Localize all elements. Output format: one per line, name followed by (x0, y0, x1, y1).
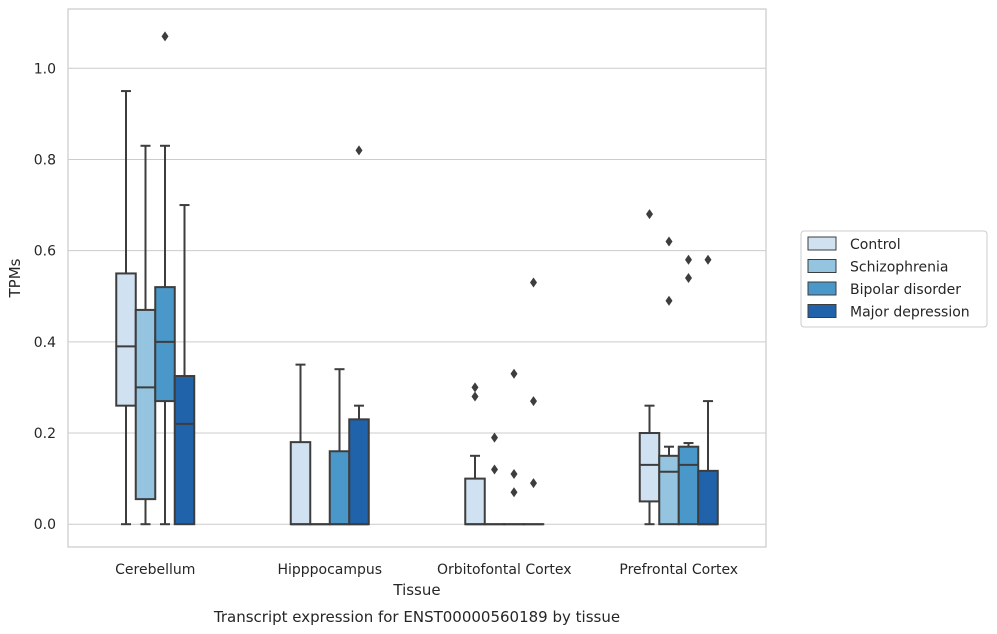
legend-label: Major depression (850, 305, 970, 321)
box-body (134, 308, 157, 501)
outlier-point (685, 273, 692, 283)
box-1-0 (289, 363, 312, 526)
y-axis-label: TPMs (6, 258, 24, 298)
box-2-1 (483, 432, 506, 526)
x-tick-labels: Cerebellum Hipppocampus Orbitofontal Corte… (115, 562, 738, 578)
x-tick-label: Cerebellum (115, 562, 195, 578)
y-tick-label: 0.0 (34, 517, 56, 533)
box-3-3 (697, 254, 719, 526)
box-0-1 (134, 144, 157, 526)
box-body (154, 286, 176, 403)
x-tick-label: Prefrontal Cortex (619, 562, 738, 578)
legend: Control Schizophrenia Bipolar disorder Majo… (800, 230, 988, 328)
outlier-point (161, 31, 169, 42)
outlier-point (510, 469, 518, 480)
legend-swatch (807, 236, 837, 251)
outlier-point (510, 368, 518, 379)
x-tick-label: Orbitofontal Cortex (437, 562, 572, 578)
outlier-point (530, 396, 537, 407)
box-body (173, 375, 196, 526)
outlier-point (355, 145, 363, 156)
outlier-point (491, 464, 498, 475)
y-tick-label: 0.2 (34, 426, 56, 442)
outlier-point (471, 382, 479, 393)
box-2-0 (464, 382, 486, 526)
y-tick-label: 0.4 (34, 335, 56, 351)
box-body (658, 454, 680, 526)
x-tick-label: Hipppocampus (277, 562, 382, 578)
box-0-2 (154, 31, 176, 526)
legend-frame (800, 230, 988, 328)
outlier-point (665, 295, 673, 306)
box-1-3 (348, 145, 370, 526)
outlier-point (471, 391, 479, 402)
box-series (115, 31, 719, 526)
outlier-point (685, 254, 692, 265)
legend-label: Control (850, 237, 901, 253)
y-tick-label: 0.6 (34, 244, 56, 260)
y-tick-label: 1.0 (34, 61, 56, 77)
box-0-0 (115, 90, 137, 526)
outlier-point (665, 236, 673, 247)
legend-label: Bipolar disorder (850, 282, 961, 298)
box-0-3 (173, 204, 196, 526)
box-body (115, 272, 137, 407)
box-2-2 (503, 368, 525, 526)
legend-swatch (807, 281, 837, 296)
box-body (677, 445, 700, 526)
outlier-point (510, 487, 518, 498)
box-3-2 (677, 254, 700, 526)
box-3-0 (638, 209, 661, 526)
legend-swatch (807, 304, 837, 318)
legend-label: Schizophrenia (850, 260, 948, 276)
box-2-3 (522, 277, 545, 526)
box-3-1 (658, 236, 680, 526)
legend-swatch (807, 259, 837, 273)
outlier-point (530, 478, 537, 489)
outlier-point (704, 254, 712, 265)
box-1-2 (328, 368, 351, 526)
box-body (289, 441, 312, 526)
outlier-point (491, 432, 498, 443)
chart-title: Transcript expression for ENST0000056018… (213, 608, 620, 626)
outlier-point (530, 277, 537, 288)
y-tick-labels: 0.0 0.2 0.4 0.6 0.8 1.0 (34, 61, 56, 533)
box-body (697, 469, 719, 526)
box-body (348, 418, 370, 526)
y-tick-label: 0.8 (34, 152, 56, 168)
box-body (464, 477, 486, 526)
outlier-point (646, 209, 653, 220)
box-body (638, 432, 661, 503)
x-axis-label: Tissue (392, 581, 440, 599)
plot-frame (67, 8, 767, 548)
box-body (328, 450, 351, 526)
